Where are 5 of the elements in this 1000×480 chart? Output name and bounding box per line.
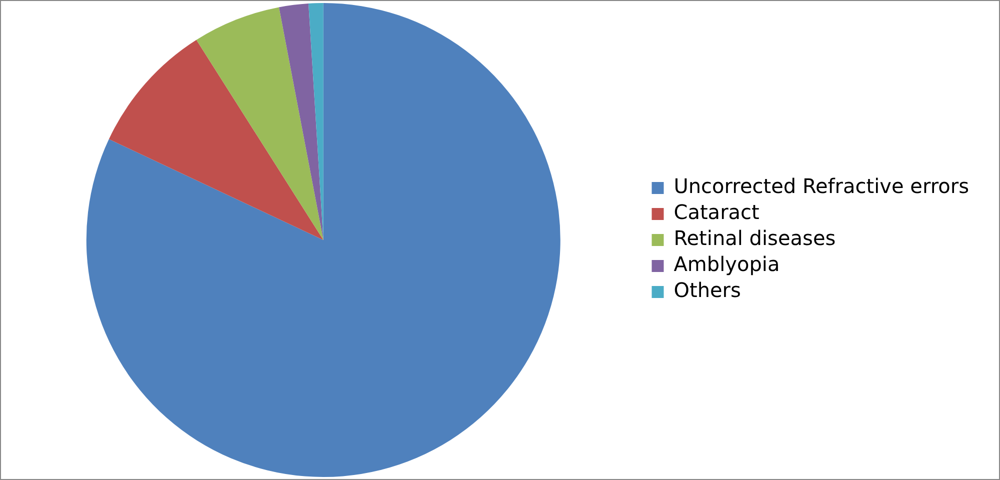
- legend-label: Cataract: [674, 200, 760, 224]
- legend-label: Retinal diseases: [674, 226, 836, 250]
- legend-label: Amblyopia: [674, 252, 780, 276]
- legend-label: Uncorrected Refractive errors: [674, 174, 970, 198]
- legend-label: Others: [674, 278, 741, 302]
